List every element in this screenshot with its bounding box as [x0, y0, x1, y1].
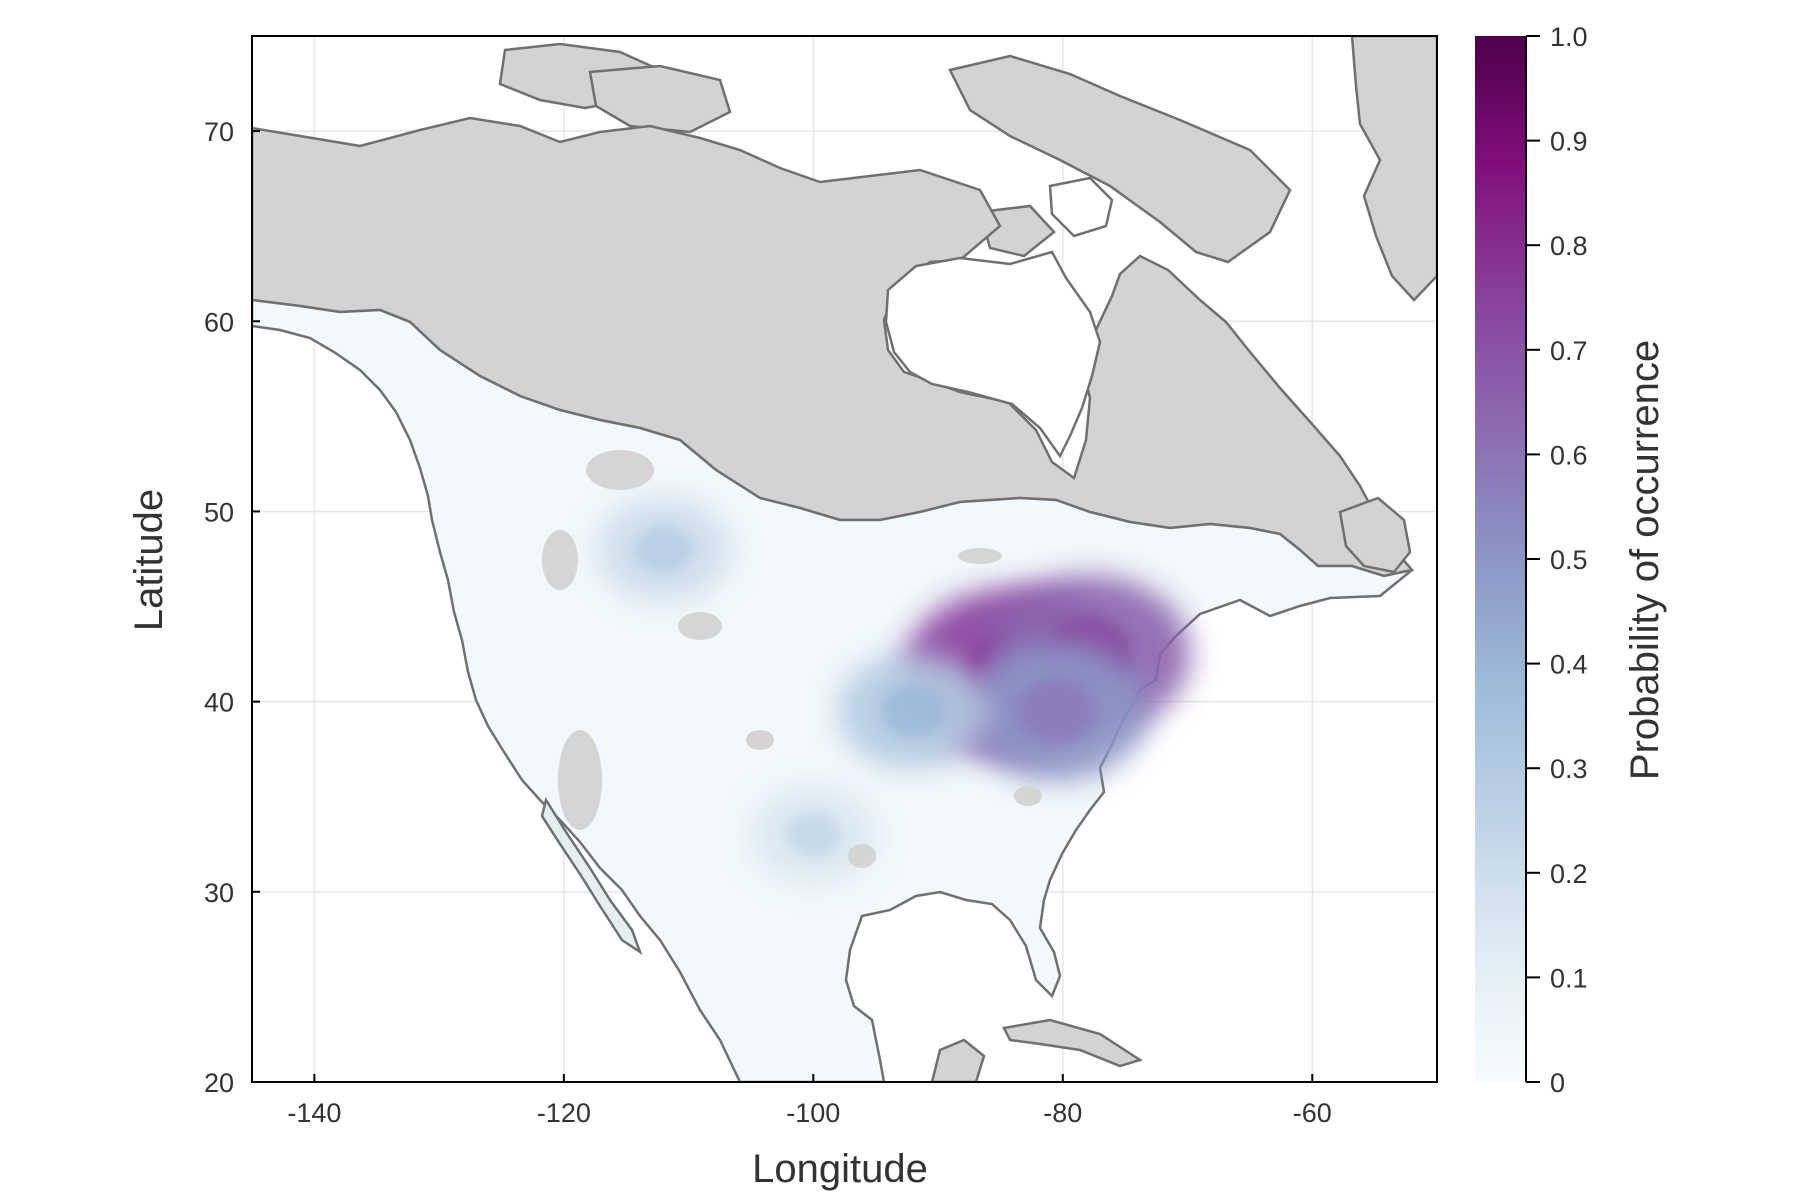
no-data-patch: [558, 730, 602, 830]
x-tick-label: -140: [287, 1098, 341, 1128]
colorbar: 0 0.1 0.2 0.3 0.4 0.5 0.6 0.7 0.8 0.9 1.0 Probabil…: [1475, 22, 1667, 1098]
colorbar-tick-label: 0.8: [1550, 231, 1588, 261]
baja-california: [540, 796, 643, 956]
no-data-patch: [1014, 786, 1042, 806]
y-tick-label: 50: [204, 497, 234, 527]
southampton-island: [978, 204, 1056, 258]
y-tick-label: 30: [204, 878, 234, 908]
colorbar-tick-label: 0.7: [1550, 336, 1588, 366]
x-tick-label: -100: [786, 1098, 840, 1128]
greenland-edge: [1350, 36, 1437, 302]
x-tick-label: -120: [537, 1098, 591, 1128]
x-tick-label: -60: [1293, 1098, 1332, 1128]
foxe-basin: [1048, 176, 1114, 238]
y-tick-label: 20: [204, 1068, 234, 1098]
colorbar-tick-label: 0.6: [1550, 440, 1588, 470]
yucatan: [930, 1038, 986, 1082]
no-data-patch: [958, 548, 1002, 564]
colorbar-tick-label: 1.0: [1550, 22, 1588, 52]
hotspot-core: [786, 812, 841, 857]
y-axis: 20 30 40 50 60 70: [204, 117, 260, 1098]
hotspot-core: [635, 526, 693, 573]
y-axis-title: Latitude: [127, 489, 171, 631]
hotspot-core: [1018, 679, 1096, 743]
y-tick-label: 40: [204, 688, 234, 718]
plot-frame: [251, 35, 1438, 1083]
colorbar-tick-label: 0.5: [1550, 545, 1588, 575]
no-data-patches: [542, 450, 1042, 868]
y-tick-label: 70: [204, 117, 234, 147]
no-data-patch: [678, 612, 722, 640]
colorbar-tick-label: 0.1: [1550, 963, 1588, 993]
x-axis-title: Longitude: [752, 1147, 928, 1191]
probability-surface-land: [252, 298, 1413, 1082]
no-data-patch: [746, 730, 774, 750]
land-no-data: [252, 36, 1437, 578]
y-tick-label: 60: [204, 307, 234, 337]
colorbar-title: Probability of occurrence: [1623, 340, 1667, 780]
no-data-patch: [848, 844, 876, 868]
colorbar-ticks: 0 0.1 0.2 0.3 0.4 0.5 0.6 0.7 0.8 0.9 1.0: [1526, 22, 1588, 1098]
colorbar-tick-label: 0: [1550, 1068, 1565, 1098]
no-data-patch: [586, 450, 654, 490]
colorbar-tick-label: 0.4: [1550, 650, 1588, 680]
victoria-island: [588, 64, 732, 134]
no-data-patch: [542, 530, 578, 590]
colorbar-tick-label: 0.2: [1550, 859, 1588, 889]
hotspot-core: [881, 685, 946, 738]
newfoundland: [1338, 496, 1412, 574]
baffin-island: [948, 54, 1292, 264]
x-tick-label: -80: [1043, 1098, 1082, 1128]
colorbar-gradient: [1475, 36, 1526, 1082]
hudson-bay: [884, 250, 1102, 459]
colorbar-tick-label: 0.3: [1550, 754, 1588, 784]
caribbean-islands: [930, 1018, 1143, 1082]
cuba: [1002, 1018, 1143, 1068]
x-axis: -140 -120 -100 -80 -60: [287, 1074, 1332, 1128]
colorbar-tick-label: 0.9: [1550, 127, 1588, 157]
probability-hotspots: [596, 497, 1191, 884]
